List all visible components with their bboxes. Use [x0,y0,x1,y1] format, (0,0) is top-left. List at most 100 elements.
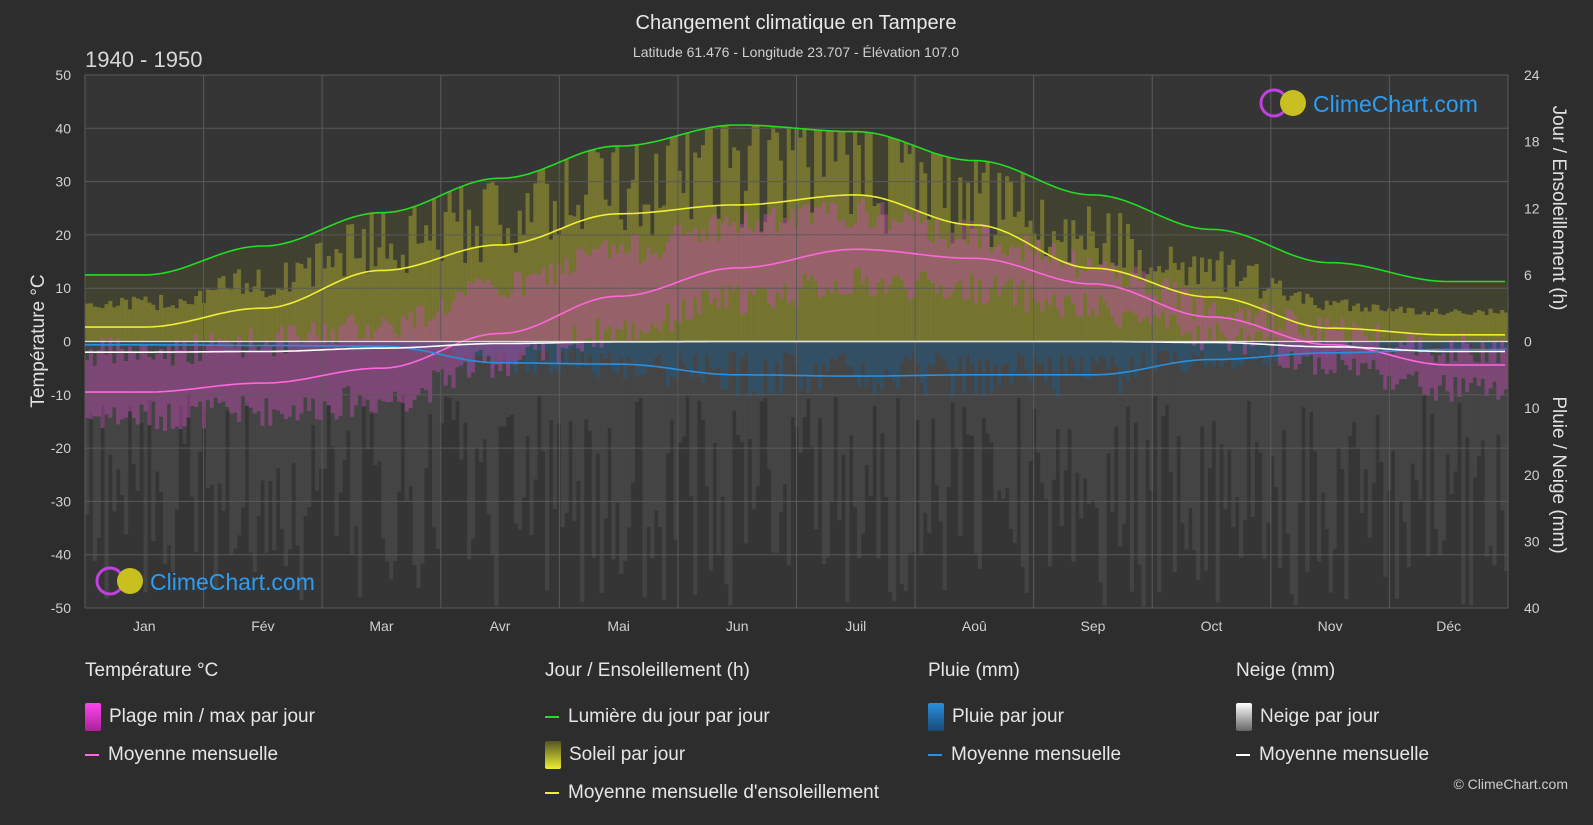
rain-bar [174,341,179,347]
sunshine-bar [1005,176,1010,342]
temp-range-bar [198,360,203,402]
sunshine-bar [385,258,390,342]
month-tick-label: Oct [1201,618,1223,634]
precip-bar [849,341,854,436]
legend-item: Lumière du jour par jour [545,698,879,736]
rain-bar [747,341,752,398]
temp-range-bar [1036,239,1041,303]
rain-bar [1102,341,1107,359]
rain-bar [346,341,351,343]
temp-range-bar [100,337,105,429]
right-tick-label: 6 [1524,267,1532,283]
rain-bar [1375,341,1380,359]
rain-bar [1254,341,1259,356]
rain-bar [1161,341,1166,351]
rain-bar [545,341,550,351]
rain-bar [782,341,788,353]
rain-bar [517,341,522,353]
rain-bar [404,341,409,348]
temp-range-bar [311,321,316,399]
temp-range-bar [763,214,768,289]
temp-range-bar [1172,282,1177,316]
sunshine-bar [525,193,530,342]
sunshine-bar [1102,243,1107,342]
temp-range-bar [1262,303,1267,341]
temp-range-bar [131,352,136,419]
precip-bar [1028,341,1033,462]
daylight-bar [1313,261,1318,342]
rain-bar [1469,341,1474,344]
precip-bar [1274,341,1279,488]
temp-range-bar [907,215,912,301]
rain-bar [938,341,943,358]
temp-range-bar [545,284,550,343]
rain-bar [1219,341,1224,367]
sunshine-bar [1398,306,1404,342]
sunshine-bar [747,145,752,342]
sunshine-bar [143,296,148,342]
rain-bar [147,341,152,344]
precip-bar [1079,341,1084,519]
sunshine-bar [572,216,577,342]
rain-bar [856,341,862,387]
precip-bar [131,341,136,465]
sunshine-bar [338,253,343,342]
precip-bar [1219,341,1224,445]
left-axis-ticks: 50 40 30 20 10 0 -10 -20 -30 -40 -50 [51,67,71,616]
precip-bar [1106,341,1111,454]
rain-bar [205,341,211,345]
rain-bar [431,341,437,349]
precip-bar [864,341,869,465]
temp-range-bar [1145,294,1150,317]
temp-range-bar [1203,318,1209,343]
rain-bar [599,341,604,355]
left-tick-label: -50 [51,600,71,616]
precip-bar [85,341,90,515]
precip-bar [1305,341,1310,572]
rain-bar [435,341,441,357]
rain-bar [556,341,561,374]
precip-bar [1285,341,1290,534]
daylight-bar [1352,264,1357,342]
rain-bar [1180,341,1185,373]
rain-bar [946,341,951,370]
rain-bar [482,341,487,358]
legend-label: Soleil par jour [569,744,686,765]
rain-bar [934,341,940,353]
precip-bar [162,341,168,564]
temp-range-bar [591,248,597,347]
precip-bar [1184,341,1189,550]
rain-bar [521,341,526,350]
temp-range-bar [732,221,737,291]
sunshine-bar [1122,267,1127,342]
precip-bar [564,341,569,513]
temp-range-bar [1242,322,1248,355]
temp-range-bar [1297,333,1302,364]
rain-bar [1168,341,1174,364]
temp-range-bar [1040,259,1045,312]
rain-bar [1324,341,1329,358]
rain-bar [1188,341,1193,368]
left-tick-label: 10 [55,280,71,296]
temp-range-bar [548,263,554,341]
sunshine-bar [1254,264,1259,342]
temp-range-bar [443,314,448,386]
temp-range-bar [903,211,908,290]
temp-range-bar [315,336,320,420]
rain-bar [318,341,324,345]
rain-bar [1079,341,1084,358]
sunshine-bar [260,291,265,342]
precip-bar [1242,341,1248,521]
sunshine-bar [1153,271,1158,342]
rain-bar [443,341,448,347]
rain-bar [1086,341,1092,379]
sunshine-bar [1141,280,1146,342]
sunshine-bar [334,249,339,342]
sunshine-bar [190,304,195,342]
precip-bar [1324,341,1329,530]
temp-range-bar [1110,264,1115,317]
temp-range-bar [611,245,616,343]
rain-bar [619,341,624,358]
right-tick-label: 30 [1524,533,1540,549]
temp-range-bar [237,336,242,422]
